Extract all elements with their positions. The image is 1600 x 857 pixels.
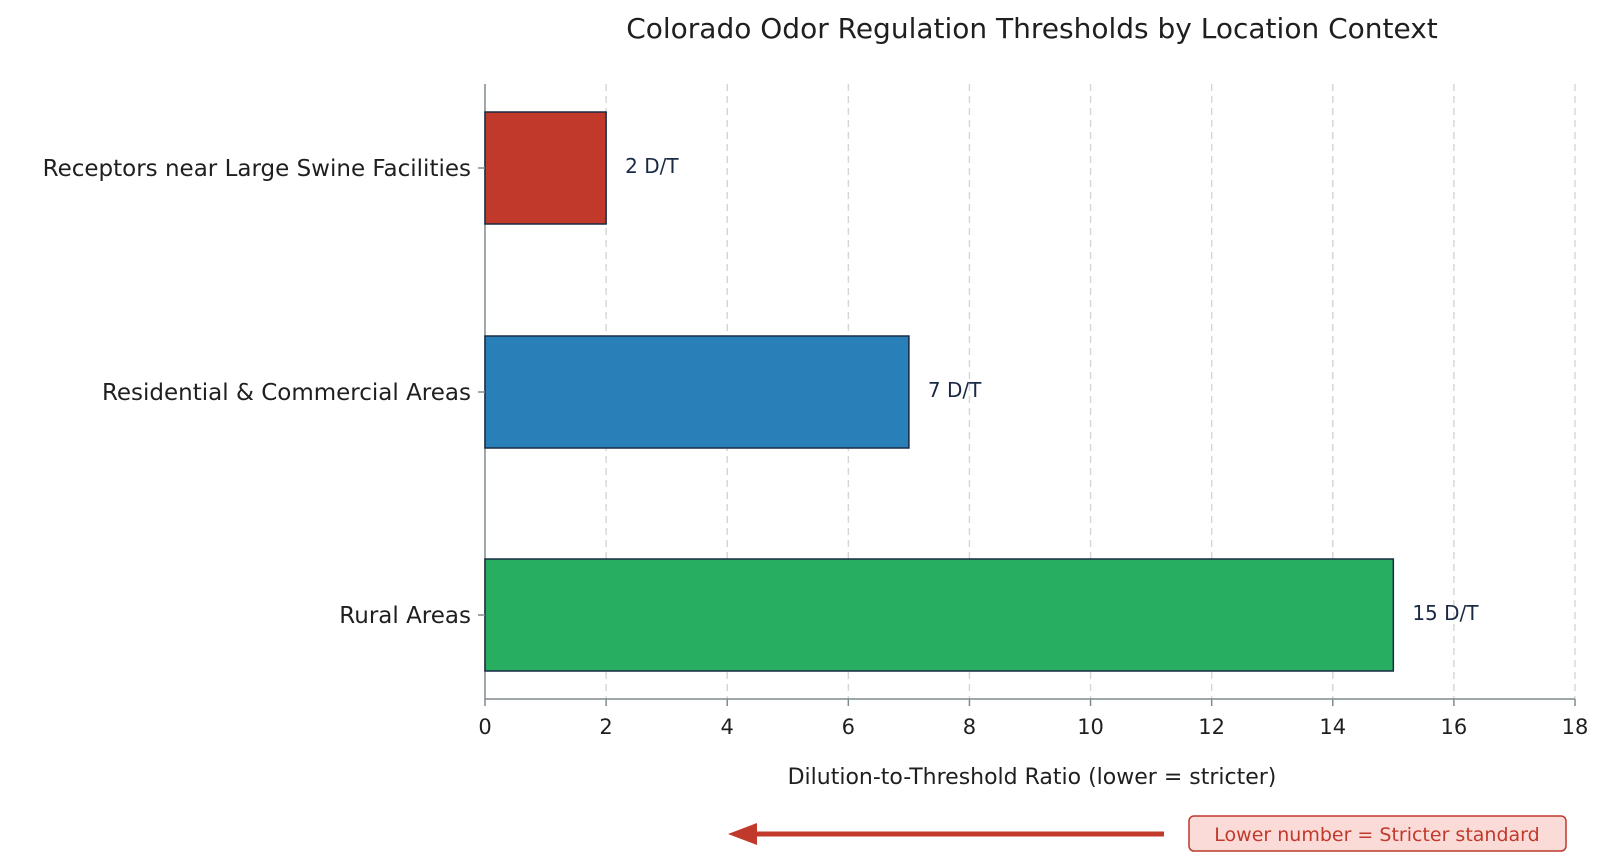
bar	[484, 111, 607, 225]
x-tick-label: 18	[1562, 715, 1589, 739]
x-axis-ticks: 0 2 4 6 8 10 12 14 16 18	[478, 167, 1589, 739]
x-tick-label: 10	[1077, 715, 1104, 739]
annotation-text: Lower number = Stricter standard	[1214, 824, 1539, 846]
annotation-box	[1188, 815, 1567, 852]
annotation-arrow-head-icon	[728, 823, 757, 845]
bars-group: Receptors near Large Swine Facilities 2 D…	[43, 111, 1479, 672]
category-label: Receptors near Large Swine Facilities	[43, 156, 471, 182]
x-tick-label: 4	[721, 715, 734, 739]
x-tick-label: 2	[599, 715, 612, 739]
x-axis-label: Dilution-to-Threshold Ratio (lower = str…	[788, 765, 1277, 790]
data-label: 15 D/T	[1412, 601, 1479, 625]
x-tick-label: 12	[1198, 715, 1225, 739]
x-tick-label: 16	[1441, 715, 1468, 739]
x-tick-label: 8	[963, 715, 976, 739]
stricter-annotation: Lower number = Stricter standard	[728, 815, 1567, 852]
x-tick-label: 0	[478, 715, 491, 739]
data-label: 7 D/T	[928, 378, 982, 402]
x-tick-label: 14	[1319, 715, 1346, 739]
bar	[484, 335, 910, 449]
category-label: Rural Areas	[339, 603, 471, 629]
bar	[484, 558, 1395, 672]
chart-title: Colorado Odor Regulation Thresholds by L…	[626, 12, 1438, 45]
data-label: 2 D/T	[625, 154, 679, 178]
category-label: Residential & Commercial Areas	[102, 380, 471, 406]
x-tick-label: 6	[842, 715, 855, 739]
